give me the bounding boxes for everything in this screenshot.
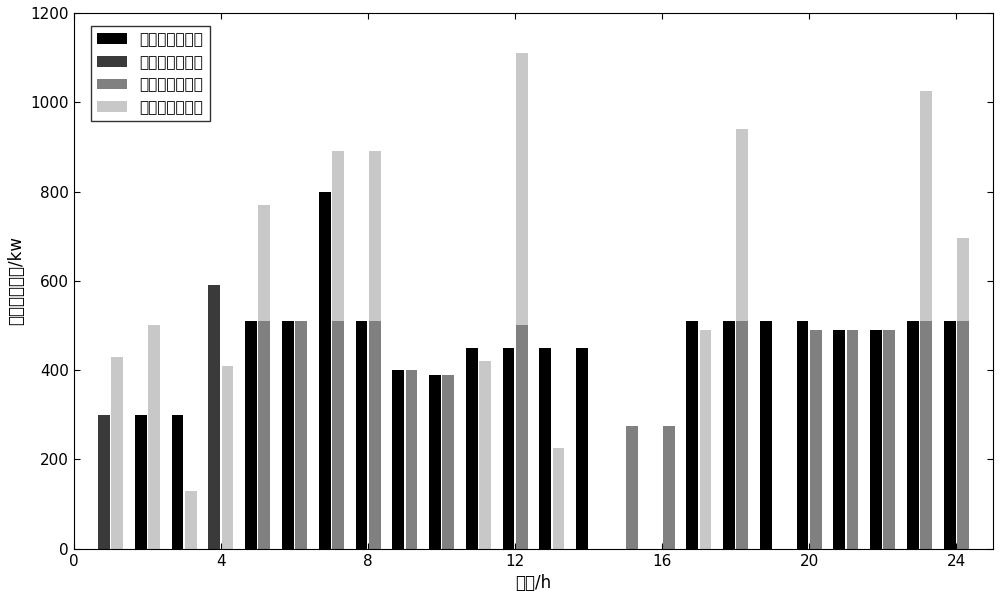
Bar — [883, 330, 895, 549]
Bar — [870, 330, 882, 549]
Bar — [920, 321, 932, 549]
Bar — [148, 325, 160, 549]
Bar — [539, 348, 551, 549]
Bar — [760, 321, 772, 549]
Bar — [222, 365, 233, 549]
Bar — [369, 152, 381, 321]
Bar — [957, 321, 969, 549]
Y-axis label: 备用成交容量/kw: 备用成交容量/kw — [7, 236, 25, 325]
Bar — [626, 426, 638, 549]
Bar — [736, 321, 748, 549]
Bar — [663, 426, 675, 549]
Bar — [503, 348, 514, 549]
Bar — [957, 238, 969, 321]
Bar — [369, 321, 381, 549]
Bar — [553, 448, 564, 549]
Bar — [810, 330, 822, 549]
Bar — [356, 321, 367, 549]
Bar — [944, 321, 956, 549]
Bar — [429, 374, 441, 549]
Bar — [466, 348, 478, 549]
Bar — [332, 152, 344, 321]
Bar — [258, 205, 270, 321]
Bar — [208, 285, 220, 549]
Bar — [406, 370, 417, 549]
Bar — [332, 321, 344, 549]
Bar — [245, 321, 257, 549]
Bar — [723, 321, 735, 549]
Bar — [258, 321, 270, 549]
Bar — [516, 325, 528, 549]
Bar — [516, 53, 528, 325]
Bar — [295, 321, 307, 549]
Bar — [282, 321, 294, 549]
Bar — [700, 330, 711, 549]
Bar — [833, 330, 845, 549]
Bar — [686, 321, 698, 549]
Bar — [111, 356, 123, 549]
Bar — [98, 415, 110, 549]
Bar — [847, 330, 858, 549]
Bar — [479, 361, 491, 549]
Bar — [736, 129, 748, 321]
Bar — [135, 415, 147, 549]
Bar — [319, 192, 331, 549]
Bar — [907, 321, 919, 549]
Bar — [392, 370, 404, 549]
Bar — [797, 321, 808, 549]
Bar — [172, 415, 183, 549]
Legend: 气惯性备用出力, 热惯性备用出力, 发电侧备用出力, 需求侧备用出力: 气惯性备用出力, 热惯性备用出力, 发电侧备用出力, 需求侧备用出力 — [91, 26, 210, 121]
Bar — [185, 491, 197, 549]
Bar — [442, 374, 454, 549]
Bar — [920, 91, 932, 321]
X-axis label: 时间/h: 时间/h — [515, 574, 552, 592]
Bar — [576, 348, 588, 549]
